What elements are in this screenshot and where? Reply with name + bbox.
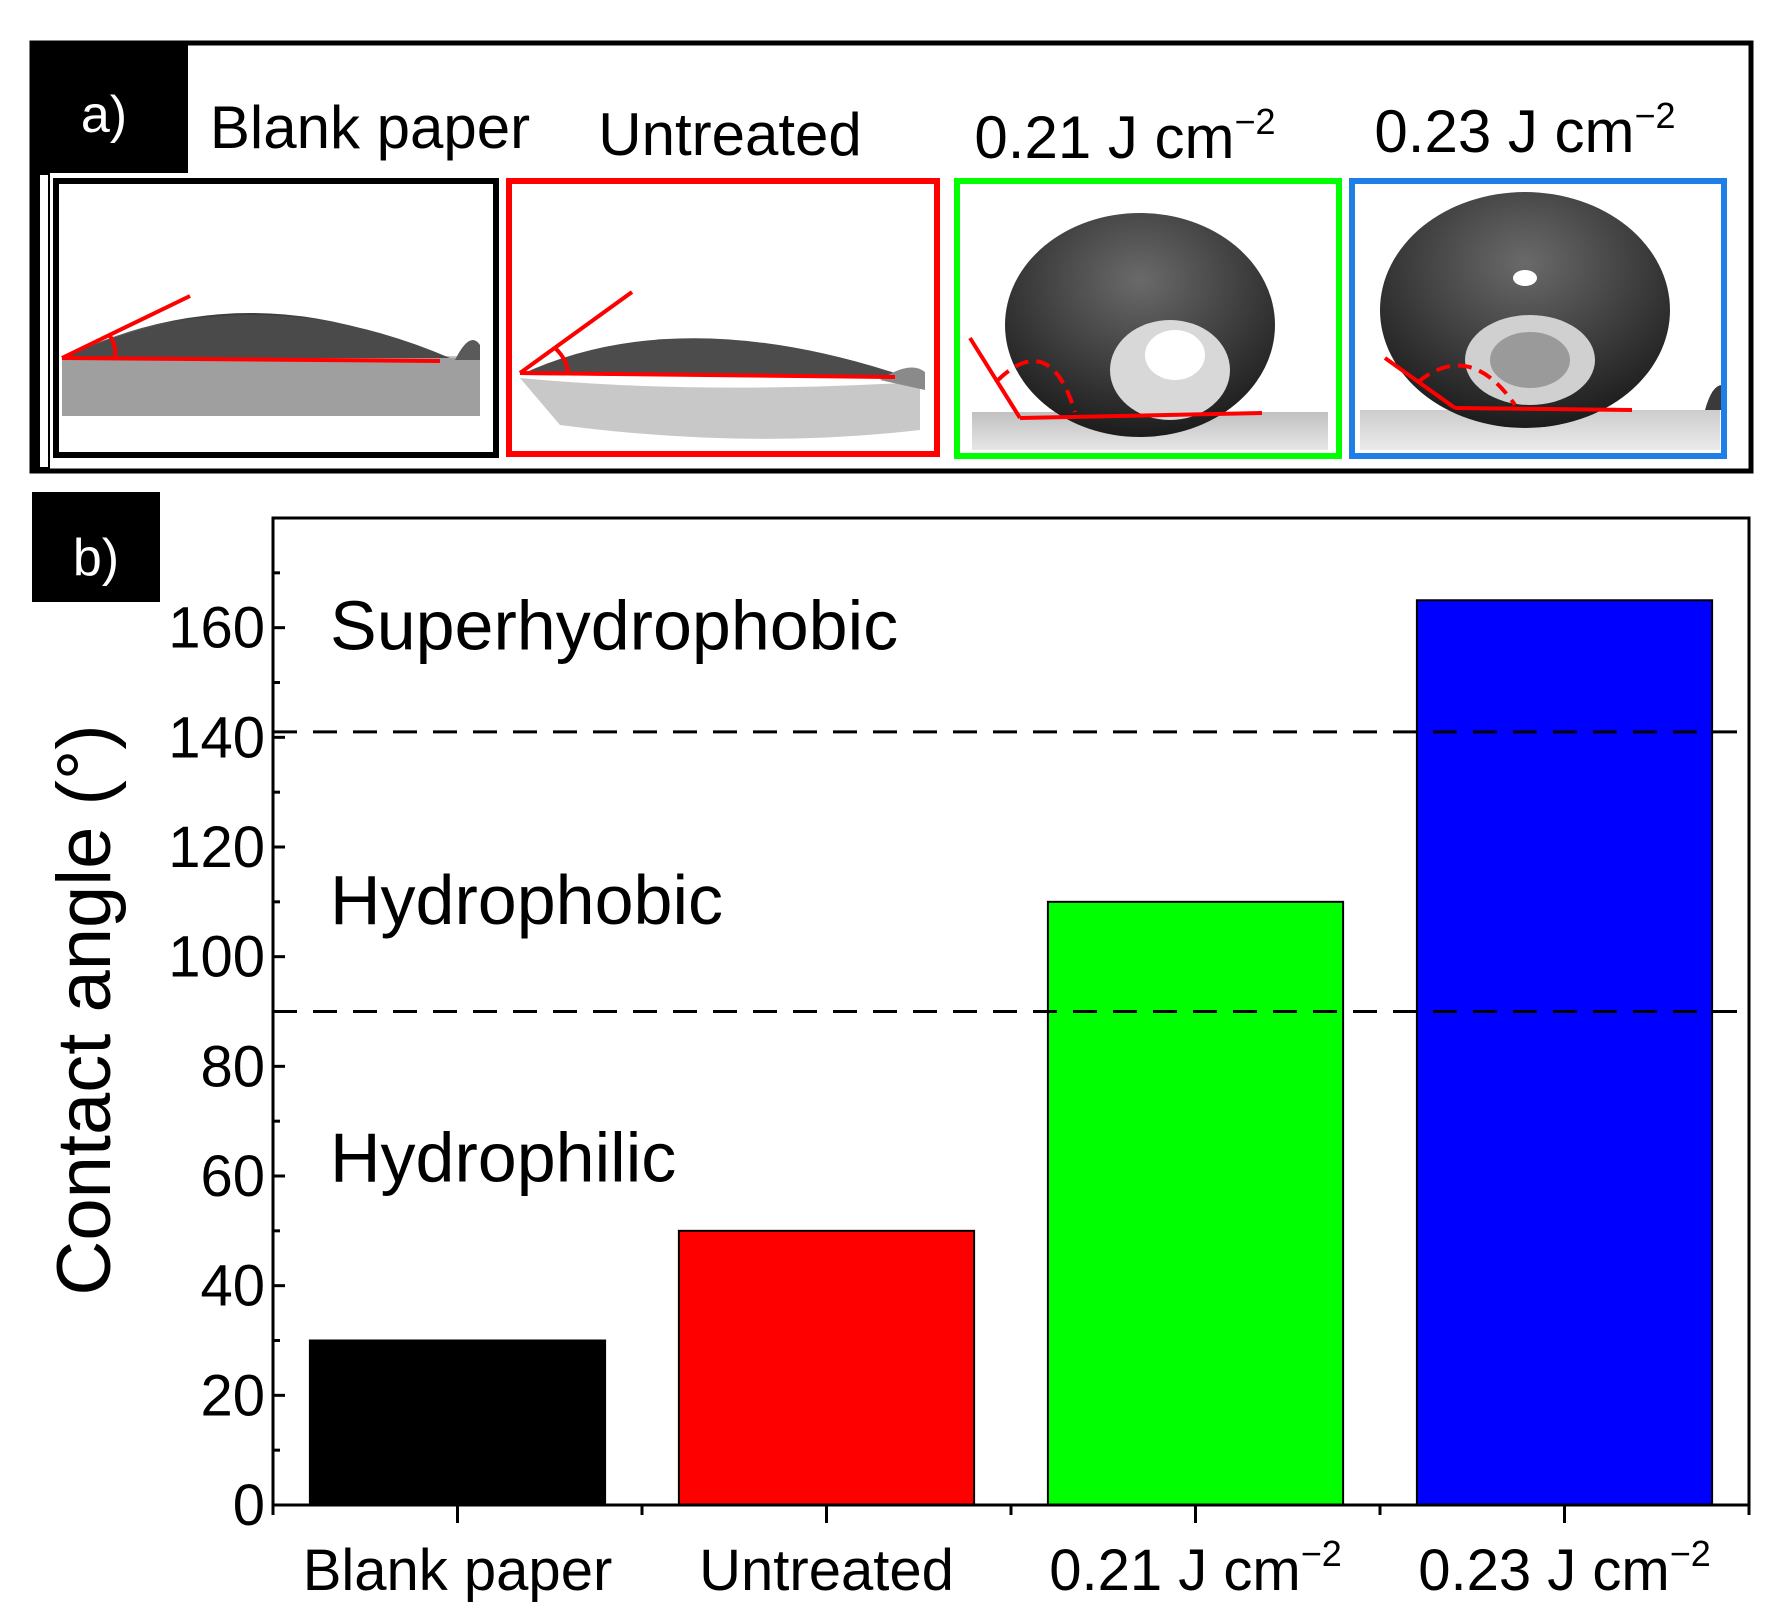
bar-4 [1415, 599, 1714, 1506]
panel-a-left-strip-inner [40, 175, 48, 467]
panel-b-label: b) [73, 529, 119, 587]
droplet-image-021 [954, 178, 1342, 459]
image-caption-021: 0.21 J cm−2 [974, 101, 1275, 171]
y-tick-label: 40 [200, 1254, 265, 1319]
y-tick-label: 100 [168, 925, 265, 990]
threshold-lines [273, 730, 1741, 1013]
bar-2 [677, 1229, 976, 1507]
frame-untreated [506, 178, 940, 457]
droplet-image-untreated [506, 178, 940, 457]
x-axis: Blank paper Untreated 0.21 J cm−2 0.23 J cm… [271, 1505, 1751, 1603]
x-tick-label: Untreated [699, 1538, 954, 1603]
y-tick-label: 0 [233, 1473, 265, 1538]
panel-b: b) 0 20 40 60 80 100 120 140 160 Blank paper Untr… [32, 492, 1751, 1603]
droplet-image-023 [1349, 178, 1727, 459]
frame-023 [1349, 178, 1727, 459]
region-label-2: Hydrophobic [330, 861, 723, 939]
region-annotations: Superhydrophobic Hydrophobic Hydrophilic [330, 587, 898, 1197]
y-axis-label: Contact angle (°) [42, 724, 127, 1295]
x-tick-label: Blank paper [303, 1538, 613, 1603]
chart-bars [308, 599, 1714, 1507]
droplet-image-blank-paper [53, 178, 499, 458]
y-tick-label: 60 [200, 1144, 265, 1209]
x-tick-label: 0.21 J cm−2 [1049, 1533, 1341, 1603]
image-caption-blank-paper: Blank paper [210, 94, 530, 161]
panel-b-label-box [32, 492, 160, 602]
frame-021 [954, 178, 1342, 459]
frame-blank-paper [53, 178, 499, 458]
y-axis: 0 20 40 60 80 100 120 140 160 [168, 516, 285, 1538]
y-tick-label: 80 [200, 1034, 265, 1099]
panel-a: a) Blank paper Untreated 0.21 J cm−2 0.2… [29, 40, 1754, 474]
x-tick-label: 0.23 J cm−2 [1418, 1533, 1710, 1603]
bar-chart: 0 20 40 60 80 100 120 140 160 Blank paper Untreat… [42, 516, 1751, 1603]
panel-a-label-box [32, 43, 188, 173]
image-caption-023: 0.23 J cm−2 [1374, 95, 1675, 165]
region-label-3: Hydrophilic [330, 1119, 676, 1197]
region-label-1: Superhydrophobic [330, 587, 898, 665]
image-caption-untreated: Untreated [598, 101, 862, 168]
y-tick-label: 160 [168, 596, 265, 661]
y-tick-label: 20 [200, 1363, 265, 1428]
bar-3 [1046, 900, 1345, 1506]
bar-1 [308, 1339, 607, 1506]
y-tick-label: 120 [168, 815, 265, 880]
y-tick-label: 140 [168, 705, 265, 770]
panel-a-label: a) [81, 86, 127, 144]
